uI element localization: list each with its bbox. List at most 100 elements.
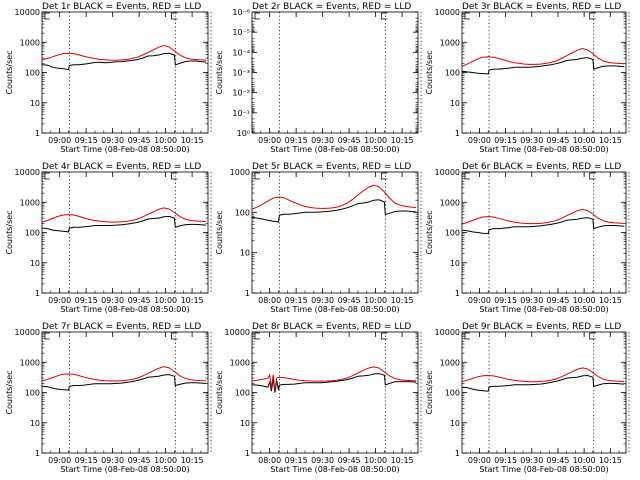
y-axis-label: Counts/sec bbox=[215, 50, 224, 94]
x-tick-label: 09:00 bbox=[258, 136, 281, 145]
y-axis-label: Counts/sec bbox=[5, 50, 14, 94]
x-tick-label: 10:00 bbox=[573, 456, 596, 465]
panel-det-1: Det 1r BLACK = Events, RED = LLD 1 10 100 10… bbox=[5, 2, 212, 154]
y-axis-label: Counts/sec bbox=[5, 210, 14, 254]
y-tick-label: 10000 bbox=[225, 328, 250, 337]
plot-frame bbox=[461, 171, 627, 294]
y-tick-label: 1 bbox=[35, 449, 40, 458]
x-tick-label: 09:30 bbox=[520, 136, 543, 145]
x-tick-label: 09:00 bbox=[468, 296, 491, 305]
x-tick-label: 09:30 bbox=[311, 136, 334, 145]
series-line-events bbox=[462, 217, 625, 235]
y-tick-label: 100 bbox=[25, 389, 40, 398]
state-bracket-marker bbox=[589, 172, 596, 180]
x-tick-label: 09:30 bbox=[520, 296, 543, 305]
series-line-events bbox=[462, 57, 625, 75]
x-tick-label: 09:30 bbox=[311, 456, 334, 465]
series-line-lld bbox=[462, 208, 625, 225]
y-tick-label: 1000 bbox=[20, 38, 40, 47]
x-axis-label: Start Time (08-Feb-08 08:50:00) bbox=[479, 305, 608, 314]
y-tick-label: 10⁻⁵ bbox=[232, 28, 250, 37]
x-tick-label: 09:30 bbox=[311, 296, 334, 305]
y-tick-label: 1 bbox=[455, 129, 460, 138]
state-bracket-marker bbox=[44, 172, 50, 180]
series-line-lld bbox=[252, 366, 417, 391]
x-tick-label: 10:15 bbox=[181, 136, 204, 145]
y-tick-label: 1000 bbox=[20, 358, 40, 367]
x-tick-label: 09:45 bbox=[128, 136, 151, 145]
x-axis-label: Start Time (08-Feb-08 08:50:00) bbox=[270, 465, 399, 474]
x-tick-label: 10:15 bbox=[391, 136, 414, 145]
panel-det-5: Det 5r BLACK = Events, RED = LLD 1 10 100 10… bbox=[215, 162, 422, 314]
y-tick-label: 100 bbox=[235, 389, 250, 398]
series-line-lld bbox=[42, 44, 207, 61]
series-line-events bbox=[42, 374, 207, 391]
y-tick-label: 10⁻¹ bbox=[232, 109, 250, 118]
x-tick-label: 09:15 bbox=[285, 136, 308, 145]
y-tick-label: 10⁻² bbox=[232, 89, 250, 98]
plot-frame bbox=[251, 11, 419, 134]
y-tick-label: 100 bbox=[445, 69, 460, 78]
x-axis-label: Start Time (08-Feb-08 08:50:00) bbox=[479, 145, 608, 154]
y-axis-label: Counts/sec bbox=[425, 50, 434, 94]
x-axis-label: Start Time (08-Feb-08 08:50:00) bbox=[60, 305, 189, 314]
series-line-lld bbox=[462, 367, 625, 383]
panel-title: Det 1r BLACK = Events, RED = LLD bbox=[42, 2, 201, 12]
x-tick-label: 09:00 bbox=[48, 136, 71, 145]
series-line-events bbox=[462, 374, 625, 392]
x-tick-label: 09:00 bbox=[48, 456, 71, 465]
y-tick-label: 100 bbox=[25, 69, 40, 78]
y-tick-label: 10⁻³ bbox=[232, 69, 250, 78]
state-bracket-marker bbox=[589, 332, 596, 340]
x-tick-label: 10:00 bbox=[154, 296, 177, 305]
x-axis-label: Start Time (08-Feb-08 08:50:00) bbox=[60, 145, 189, 154]
plot-frame bbox=[41, 171, 209, 294]
plot-frame bbox=[41, 331, 209, 454]
state-bracket-marker bbox=[254, 12, 260, 20]
x-tick-label: 09:45 bbox=[546, 296, 569, 305]
state-bracket-marker bbox=[464, 12, 470, 20]
panel-det-4: Det 4r BLACK = Events, RED = LLD 1 10 100 10… bbox=[5, 162, 212, 314]
state-bracket-marker bbox=[464, 332, 470, 340]
x-tick-label: 09:15 bbox=[494, 296, 517, 305]
x-tick-label: 09:15 bbox=[285, 296, 308, 305]
y-tick-label: 10000 bbox=[435, 8, 460, 17]
state-bracket-marker bbox=[170, 12, 178, 20]
x-tick-label: 10:15 bbox=[599, 456, 622, 465]
y-tick-label: 1000 bbox=[230, 358, 250, 367]
y-axis-label: Counts/sec bbox=[215, 210, 224, 254]
x-tick-label: 09:45 bbox=[546, 136, 569, 145]
panel-title: Det 4r BLACK = Events, RED = LLD bbox=[42, 162, 201, 172]
state-bracket-marker bbox=[254, 332, 260, 340]
series-line-lld bbox=[42, 366, 207, 382]
panel-title: Det 6r BLACK = Events, RED = LLD bbox=[462, 162, 621, 172]
panel-det-2: Det 2r BLACK = Events, RED = LLD 10⁰ 10⁻¹ 1… bbox=[215, 2, 422, 154]
plot-frame bbox=[461, 11, 627, 134]
y-axis-label: Counts/sec bbox=[425, 210, 434, 254]
x-tick-label: 10:00 bbox=[364, 296, 387, 305]
series-line-lld bbox=[252, 184, 417, 210]
x-tick-label: 10:15 bbox=[599, 296, 622, 305]
x-axis-label: Start Time (08-Feb-08 08:50:00) bbox=[60, 465, 189, 474]
panel-det-3: Det 3r BLACK = Events, RED = LLD 1 10 100 10… bbox=[425, 2, 630, 154]
y-axis-label: Counts/sec bbox=[5, 370, 14, 414]
x-tick-label: 10:00 bbox=[573, 296, 596, 305]
panel-title: Det 8r BLACK = Events, RED = LLD bbox=[252, 322, 411, 332]
x-tick-label: 09:45 bbox=[546, 456, 569, 465]
x-tick-label: 09:30 bbox=[101, 456, 124, 465]
plot-frame bbox=[251, 331, 419, 454]
y-tick-label: 10 bbox=[450, 259, 460, 268]
panel-det-7: Det 7r BLACK = Events, RED = LLD 1 10 100 10… bbox=[5, 322, 212, 474]
panel-title: Det 7r BLACK = Events, RED = LLD bbox=[42, 322, 201, 332]
y-tick-label: 100 bbox=[445, 389, 460, 398]
y-tick-label: 10⁰ bbox=[237, 129, 250, 138]
plot-frame bbox=[41, 11, 209, 134]
x-tick-label: 09:00 bbox=[48, 296, 71, 305]
x-tick-label: 09:00 bbox=[468, 136, 491, 145]
y-tick-label: 10⁻⁴ bbox=[232, 48, 250, 57]
x-tick-label: 10:00 bbox=[364, 136, 387, 145]
x-tick-label: 10:15 bbox=[599, 136, 622, 145]
x-tick-label: 10:15 bbox=[391, 456, 414, 465]
x-tick-label: 10:00 bbox=[154, 456, 177, 465]
x-tick-label: 09:45 bbox=[128, 296, 151, 305]
